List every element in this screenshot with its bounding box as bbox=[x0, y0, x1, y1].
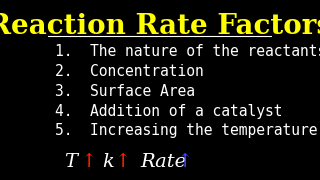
Text: Rate: Rate bbox=[140, 153, 186, 171]
Text: ↑: ↑ bbox=[177, 153, 193, 171]
Text: 4.  Addition of a catalyst: 4. Addition of a catalyst bbox=[55, 103, 282, 118]
Text: ↑: ↑ bbox=[81, 153, 97, 171]
Text: ↑: ↑ bbox=[115, 153, 132, 171]
Text: k: k bbox=[102, 153, 114, 171]
Text: Reaction Rate Factors: Reaction Rate Factors bbox=[0, 13, 320, 40]
Text: 5.  Increasing the temperature: 5. Increasing the temperature bbox=[55, 123, 317, 138]
Text: 1.  The nature of the reactants: 1. The nature of the reactants bbox=[55, 44, 320, 59]
Text: 3.  Surface Area: 3. Surface Area bbox=[55, 84, 195, 99]
Text: T: T bbox=[64, 153, 77, 171]
Text: 2.  Concentration: 2. Concentration bbox=[55, 64, 204, 79]
